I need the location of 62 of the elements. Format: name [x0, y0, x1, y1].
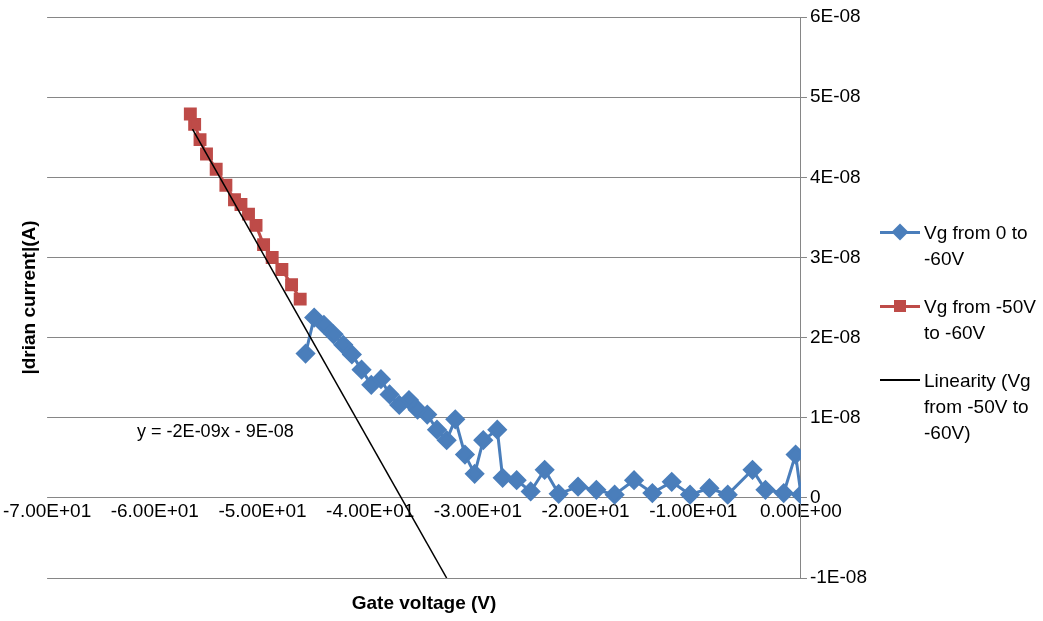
- point: [662, 472, 682, 492]
- point: [389, 395, 409, 415]
- point: [265, 250, 279, 264]
- y-tick-label: -1E-08: [809, 566, 867, 588]
- point: [437, 430, 457, 450]
- point: [755, 480, 775, 500]
- x-tick-label: -7.00E+01: [3, 500, 92, 522]
- point: [680, 485, 700, 505]
- point: [507, 470, 527, 490]
- point: [333, 335, 353, 355]
- point: [293, 292, 307, 306]
- point: [699, 478, 719, 498]
- y-tick-label: 3E-08: [809, 245, 861, 267]
- point: [183, 107, 197, 121]
- point: [624, 470, 644, 490]
- point: [455, 445, 475, 465]
- y-axis-title: |drian current|(A): [18, 220, 40, 375]
- point: [535, 460, 555, 480]
- x-tick-label: -3.00E+01: [433, 500, 522, 522]
- point: [586, 480, 606, 500]
- point: [380, 384, 400, 404]
- x-tick-label: -5.00E+01: [218, 500, 307, 522]
- point: [361, 375, 381, 395]
- point: [427, 420, 447, 440]
- y-tick-label: 1E-08: [809, 405, 861, 427]
- point: [568, 477, 588, 497]
- point: [408, 400, 428, 420]
- point: [285, 278, 299, 292]
- legend-label: Linearity (Vg from -50V to -60V): [924, 369, 1032, 445]
- point: [342, 344, 362, 364]
- x-tick-label: -2.00E+01: [541, 500, 630, 522]
- y-tick-label: 4E-08: [809, 165, 861, 187]
- point: [549, 484, 569, 504]
- annotation: y = -2E-09x - 9E-08: [137, 421, 294, 442]
- point: [642, 483, 662, 503]
- x-axis-title: Gate voltage (V): [351, 592, 497, 614]
- y-tick-label: 2E-08: [809, 325, 861, 347]
- point: [296, 344, 316, 364]
- point: [304, 308, 324, 328]
- point: [605, 485, 625, 505]
- point: [465, 464, 485, 484]
- point: [774, 483, 794, 503]
- point: [493, 468, 513, 488]
- legend-label: Vg from 0 to -60V: [924, 221, 1029, 271]
- y-tick-label: 6E-08: [809, 5, 861, 27]
- point: [473, 430, 493, 450]
- x-tick-label: -6.00E+01: [110, 500, 199, 522]
- point: [242, 207, 255, 221]
- point: [445, 409, 465, 429]
- point: [487, 420, 507, 440]
- point: [188, 117, 202, 131]
- point: [249, 218, 263, 232]
- point: [521, 481, 541, 501]
- point: [743, 460, 763, 480]
- legend-label: Vg from -50V to -60V: [924, 295, 1037, 345]
- point: [718, 485, 738, 505]
- point: [324, 324, 344, 344]
- point: [352, 360, 372, 380]
- x-tick-label: -1.00E+01: [649, 500, 738, 522]
- point: [275, 263, 289, 276]
- point: [257, 238, 271, 252]
- y-tick-label: 5E-08: [809, 85, 861, 107]
